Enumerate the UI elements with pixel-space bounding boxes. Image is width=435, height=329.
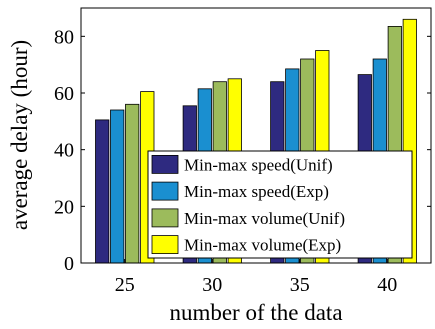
x-tick-label: 30	[202, 274, 222, 296]
x-tick-label: 40	[377, 274, 397, 296]
legend: Min-max speed(Unif) Min-max speed(Exp) Min…	[147, 150, 413, 259]
legend-label: Min-max volume(Exp)	[184, 236, 341, 255]
y-axis: 0 20 40 60 80	[54, 26, 431, 275]
x-tick-label: 35	[290, 274, 310, 296]
y-tick-label: 40	[54, 140, 74, 162]
bar-25-series-3	[125, 103, 140, 264]
y-tick-label: 0	[64, 253, 74, 275]
legend-swatch	[151, 181, 179, 201]
legend-label: Min-max volume(Unif)	[184, 209, 345, 228]
y-tick-label: 20	[54, 196, 74, 218]
plot-frame	[80, 7, 432, 264]
legend-box	[147, 150, 413, 259]
legend-label: Min-max speed(Unif)	[184, 155, 333, 174]
bar-25-series-2	[110, 109, 125, 264]
y-axis-label: average delay (hour)	[7, 40, 32, 230]
y-tick-label: 60	[54, 83, 74, 105]
legend-swatch	[151, 208, 179, 228]
x-tick-label: 25	[115, 274, 135, 296]
bar-25-series-1	[95, 119, 110, 264]
x-axis-label: number of the data	[169, 300, 342, 325]
legend-swatch	[151, 154, 179, 174]
legend-swatch	[151, 235, 179, 255]
legend-label: Min-max speed(Exp)	[184, 182, 329, 201]
y-tick-label: 80	[54, 26, 74, 48]
x-axis: 25 30 35 40	[115, 259, 397, 296]
